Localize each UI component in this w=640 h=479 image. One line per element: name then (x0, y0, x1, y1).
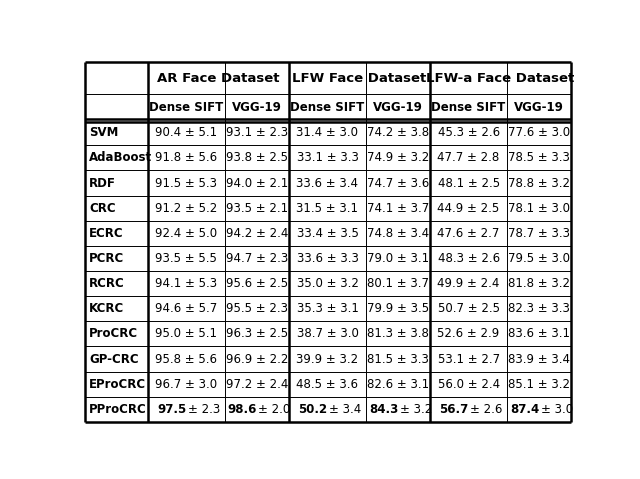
Text: 96.9 ± 2.2: 96.9 ± 2.2 (226, 353, 288, 365)
Text: CRC: CRC (89, 202, 116, 215)
Text: 81.5 ± 3.3: 81.5 ± 3.3 (367, 353, 429, 365)
Text: ProCRC: ProCRC (89, 328, 138, 341)
Text: VGG-19: VGG-19 (373, 101, 423, 114)
Text: SVM: SVM (89, 126, 118, 139)
Text: 93.5 ± 5.5: 93.5 ± 5.5 (156, 252, 218, 265)
Text: 81.8 ± 3.2: 81.8 ± 3.2 (508, 277, 570, 290)
Text: ± 3.2: ± 3.2 (399, 403, 432, 416)
Text: RCRC: RCRC (89, 277, 125, 290)
Text: LFW-a Face Dataset: LFW-a Face Dataset (426, 71, 575, 85)
Text: 90.4 ± 5.1: 90.4 ± 5.1 (156, 126, 218, 139)
Text: 33.1 ± 3.3: 33.1 ± 3.3 (296, 151, 358, 164)
Text: 79.0 ± 3.1: 79.0 ± 3.1 (367, 252, 429, 265)
Text: EProCRC: EProCRC (89, 377, 146, 391)
Text: Dense SIFT: Dense SIFT (149, 101, 223, 114)
Text: 39.9 ± 3.2: 39.9 ± 3.2 (296, 353, 358, 365)
Text: 78.5 ± 3.3: 78.5 ± 3.3 (508, 151, 570, 164)
Text: 45.3 ± 2.6: 45.3 ± 2.6 (438, 126, 500, 139)
Text: 78.1 ± 3.0: 78.1 ± 3.0 (508, 202, 570, 215)
Text: PCRC: PCRC (89, 252, 124, 265)
Text: ± 2.6: ± 2.6 (470, 403, 502, 416)
Text: 74.9 ± 3.2: 74.9 ± 3.2 (367, 151, 429, 164)
Text: 33.6 ± 3.4: 33.6 ± 3.4 (296, 177, 358, 190)
Text: 33.4 ± 3.5: 33.4 ± 3.5 (296, 227, 358, 240)
Text: 53.1 ± 2.7: 53.1 ± 2.7 (438, 353, 500, 365)
Text: 56.0 ± 2.4: 56.0 ± 2.4 (438, 377, 500, 391)
Text: Dense SIFT: Dense SIFT (431, 101, 506, 114)
Text: 82.3 ± 3.3: 82.3 ± 3.3 (508, 302, 570, 315)
Text: 84.3: 84.3 (369, 403, 398, 416)
Text: ± 3.4: ± 3.4 (329, 403, 361, 416)
Text: KCRC: KCRC (89, 302, 124, 315)
Text: 52.6 ± 2.9: 52.6 ± 2.9 (438, 328, 500, 341)
Text: 82.6 ± 3.1: 82.6 ± 3.1 (367, 377, 429, 391)
Text: 94.7 ± 2.3: 94.7 ± 2.3 (226, 252, 288, 265)
Text: 50.2: 50.2 (298, 403, 328, 416)
Text: LFW Face Dataset: LFW Face Dataset (292, 71, 426, 85)
Text: 79.9 ± 3.5: 79.9 ± 3.5 (367, 302, 429, 315)
Text: 77.6 ± 3.0: 77.6 ± 3.0 (508, 126, 570, 139)
Text: 97.5: 97.5 (157, 403, 186, 416)
Text: 38.7 ± 3.0: 38.7 ± 3.0 (296, 328, 358, 341)
Text: ± 2.0: ± 2.0 (259, 403, 291, 416)
Text: 81.3 ± 3.8: 81.3 ± 3.8 (367, 328, 429, 341)
Text: 96.3 ± 2.5: 96.3 ± 2.5 (226, 328, 288, 341)
Text: RDF: RDF (89, 177, 116, 190)
Text: Dense SIFT: Dense SIFT (291, 101, 365, 114)
Text: 93.5 ± 2.1: 93.5 ± 2.1 (226, 202, 288, 215)
Text: 95.6 ± 2.5: 95.6 ± 2.5 (226, 277, 288, 290)
Text: 92.4 ± 5.0: 92.4 ± 5.0 (156, 227, 218, 240)
Text: 47.7 ± 2.8: 47.7 ± 2.8 (438, 151, 500, 164)
Text: 80.1 ± 3.7: 80.1 ± 3.7 (367, 277, 429, 290)
Text: 94.1 ± 5.3: 94.1 ± 5.3 (156, 277, 218, 290)
Text: AR Face Dataset: AR Face Dataset (157, 71, 280, 85)
Text: 93.8 ± 2.5: 93.8 ± 2.5 (226, 151, 288, 164)
Text: 98.6: 98.6 (228, 403, 257, 416)
Text: 31.4 ± 3.0: 31.4 ± 3.0 (296, 126, 358, 139)
Text: ± 3.0: ± 3.0 (541, 403, 573, 416)
Text: 31.5 ± 3.1: 31.5 ± 3.1 (296, 202, 358, 215)
Text: 83.6 ± 3.1: 83.6 ± 3.1 (508, 328, 570, 341)
Text: VGG-19: VGG-19 (232, 101, 282, 114)
Text: 33.6 ± 3.3: 33.6 ± 3.3 (296, 252, 358, 265)
Text: 74.8 ± 3.4: 74.8 ± 3.4 (367, 227, 429, 240)
Text: 35.3 ± 3.1: 35.3 ± 3.1 (296, 302, 358, 315)
Text: PProCRC: PProCRC (89, 403, 147, 416)
Text: 79.5 ± 3.0: 79.5 ± 3.0 (508, 252, 570, 265)
Text: 35.0 ± 3.2: 35.0 ± 3.2 (296, 277, 358, 290)
Text: 95.5 ± 2.3: 95.5 ± 2.3 (226, 302, 288, 315)
Text: 95.8 ± 5.6: 95.8 ± 5.6 (156, 353, 218, 365)
Text: VGG-19: VGG-19 (514, 101, 564, 114)
Text: 74.7 ± 3.6: 74.7 ± 3.6 (367, 177, 429, 190)
Text: 91.5 ± 5.3: 91.5 ± 5.3 (156, 177, 218, 190)
Text: 97.2 ± 2.4: 97.2 ± 2.4 (226, 377, 288, 391)
Text: ± 2.3: ± 2.3 (188, 403, 220, 416)
Text: 44.9 ± 2.5: 44.9 ± 2.5 (438, 202, 500, 215)
Text: GP-CRC: GP-CRC (89, 353, 138, 365)
Text: ECRC: ECRC (89, 227, 124, 240)
Text: 78.7 ± 3.3: 78.7 ± 3.3 (508, 227, 570, 240)
Text: 94.6 ± 5.7: 94.6 ± 5.7 (156, 302, 218, 315)
Text: 48.3 ± 2.6: 48.3 ± 2.6 (438, 252, 500, 265)
Text: 94.2 ± 2.4: 94.2 ± 2.4 (226, 227, 288, 240)
Text: 87.4: 87.4 (510, 403, 539, 416)
Text: 47.6 ± 2.7: 47.6 ± 2.7 (437, 227, 500, 240)
Text: 78.8 ± 3.2: 78.8 ± 3.2 (508, 177, 570, 190)
Text: AdaBoost: AdaBoost (89, 151, 152, 164)
Text: 74.1 ± 3.7: 74.1 ± 3.7 (367, 202, 429, 215)
Text: 91.8 ± 5.6: 91.8 ± 5.6 (156, 151, 218, 164)
Text: 48.5 ± 3.6: 48.5 ± 3.6 (296, 377, 358, 391)
Text: 50.7 ± 2.5: 50.7 ± 2.5 (438, 302, 500, 315)
Text: 93.1 ± 2.3: 93.1 ± 2.3 (226, 126, 288, 139)
Text: 83.9 ± 3.4: 83.9 ± 3.4 (508, 353, 570, 365)
Text: 91.2 ± 5.2: 91.2 ± 5.2 (156, 202, 218, 215)
Text: 56.7: 56.7 (439, 403, 468, 416)
Text: 85.1 ± 3.2: 85.1 ± 3.2 (508, 377, 570, 391)
Text: 95.0 ± 5.1: 95.0 ± 5.1 (156, 328, 218, 341)
Text: 94.0 ± 2.1: 94.0 ± 2.1 (226, 177, 288, 190)
Text: 49.9 ± 2.4: 49.9 ± 2.4 (437, 277, 500, 290)
Text: 74.2 ± 3.8: 74.2 ± 3.8 (367, 126, 429, 139)
Text: 96.7 ± 3.0: 96.7 ± 3.0 (156, 377, 218, 391)
Text: 48.1 ± 2.5: 48.1 ± 2.5 (438, 177, 500, 190)
